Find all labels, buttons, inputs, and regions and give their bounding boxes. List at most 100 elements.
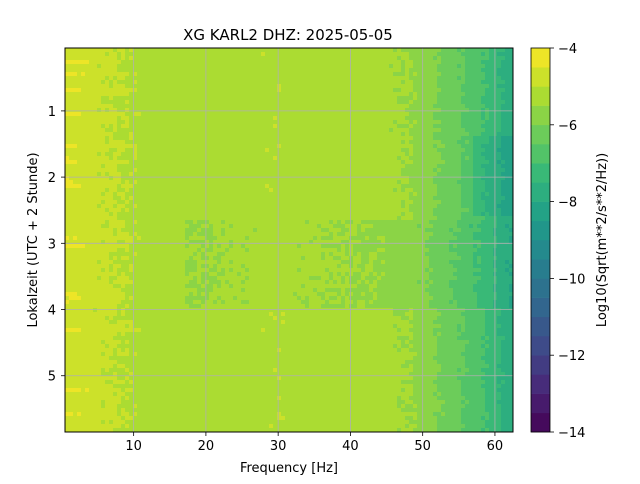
heatmap-cell [101,108,106,113]
heatmap-cell [73,68,78,73]
heatmap-cell [349,136,354,141]
heatmap-cell [181,88,186,93]
heatmap-cell [133,48,138,53]
heatmap-cell [461,176,466,181]
heatmap-cell [261,196,266,201]
heatmap-cell [325,104,330,109]
heatmap-cell [457,216,462,221]
heatmap-cell [109,88,114,93]
heatmap-cell [265,176,270,181]
heatmap-cell [401,208,406,213]
heatmap-cell [401,192,406,197]
heatmap-cell [337,216,342,221]
heatmap-cell [285,104,290,109]
heatmap-cell [201,200,206,205]
heatmap-cell [113,148,118,153]
heatmap-cell [305,192,310,197]
heatmap-cell [77,144,82,149]
heatmap-cell [189,120,194,125]
heatmap-cell [209,116,214,121]
heatmap-cell [477,168,482,173]
heatmap-cell [257,200,262,205]
heatmap-cell [113,156,118,161]
heatmap-cell [161,188,166,193]
heatmap-cell [157,124,162,129]
heatmap-cell [469,172,474,177]
heatmap-cell [317,120,322,125]
heatmap-cell [325,160,330,165]
heatmap-cell [141,160,146,165]
heatmap-cell [121,96,126,101]
heatmap-cell [217,196,222,201]
heatmap-cell [245,92,250,97]
heatmap-cell [85,136,90,141]
heatmap-cell [257,60,262,65]
heatmap-cell [353,80,358,85]
heatmap-cell [281,188,286,193]
heatmap-cell [249,164,254,169]
heatmap-cell [141,128,146,133]
heatmap-cell [369,68,374,73]
heatmap-cell [269,176,274,181]
heatmap-cell [233,60,238,65]
heatmap-cell [89,96,94,101]
heatmap-cell [177,168,182,173]
heatmap-cell [365,120,370,125]
heatmap-cell [485,48,490,53]
heatmap-cell [169,144,174,149]
heatmap-cell [209,164,214,169]
heatmap-cell [81,56,86,61]
heatmap-cell [461,204,466,209]
heatmap-cell [113,96,118,101]
heatmap-cell [265,208,270,213]
heatmap-cell [437,196,442,201]
heatmap-cell [341,172,346,177]
heatmap-cell [105,96,110,101]
heatmap-cell [313,208,318,213]
heatmap-cell [465,96,470,101]
heatmap-cell [193,64,198,69]
heatmap-cell [301,48,306,53]
heatmap-cell [197,200,202,205]
heatmap-cell [77,204,82,209]
heatmap-cell [197,184,202,189]
heatmap-cell [113,128,118,133]
heatmap-cell [229,88,234,93]
heatmap-cell [229,156,234,161]
heatmap-cell [277,224,282,229]
heatmap-cell [289,128,294,133]
heatmap-cell [105,176,110,181]
heatmap-cell [385,80,390,85]
heatmap-cell [173,196,178,201]
heatmap-cell [385,160,390,165]
heatmap-cell [93,220,98,225]
heatmap-cell [305,120,310,125]
heatmap-cell [137,128,142,133]
heatmap-cell [501,152,506,157]
heatmap-cell [145,152,150,157]
heatmap-cell [301,216,306,221]
heatmap-cell [505,152,510,157]
heatmap-cell [377,136,382,141]
heatmap-cell [177,48,182,53]
heatmap-cell [81,204,86,209]
heatmap-cell [397,192,402,197]
heatmap-cell [437,164,442,169]
heatmap-cell [381,48,386,53]
heatmap-cell [189,224,194,229]
heatmap-cell [257,68,262,73]
heatmap-cell [101,160,106,165]
heatmap-cell [441,172,446,177]
heatmap-cell [169,172,174,177]
heatmap-cell [465,80,470,85]
heatmap-cell [133,152,138,157]
heatmap-cell [265,64,270,69]
heatmap-cell [457,112,462,117]
heatmap-cell [433,144,438,149]
heatmap-cell [161,124,166,129]
heatmap-cell [337,108,342,113]
heatmap-cell [161,216,166,221]
heatmap-cell [397,156,402,161]
heatmap-cell [261,184,266,189]
heatmap-cell [285,120,290,125]
